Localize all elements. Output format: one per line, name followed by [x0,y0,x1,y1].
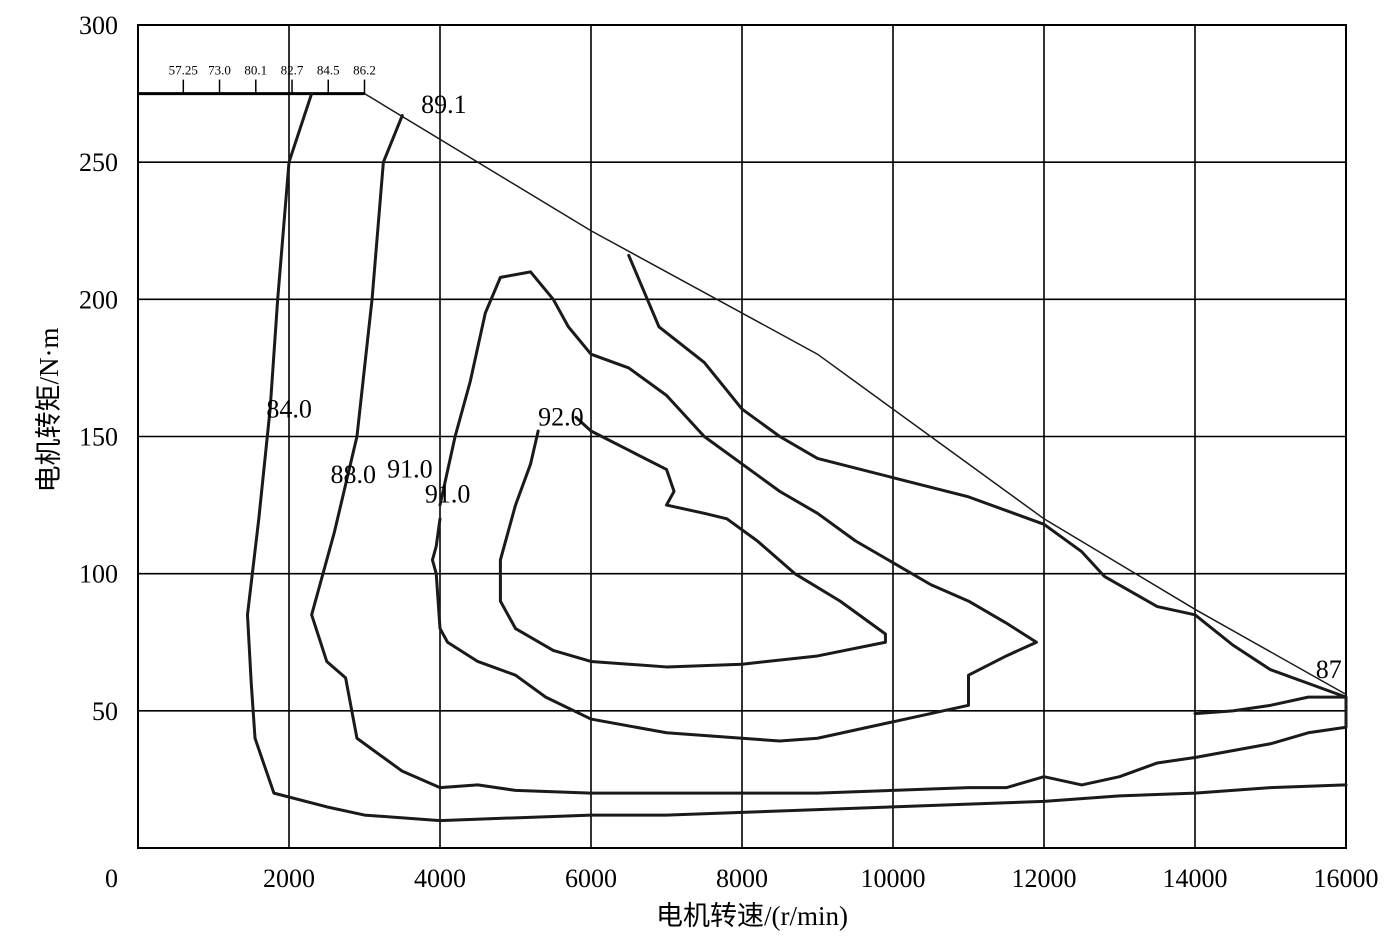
efficiency-scale-bar: 57.25 73.0 80.1 82.7 84.5 86.2 [138,63,376,96]
contour-value-label: 91.0 [387,455,433,484]
scale-value-label: 82.7 [281,63,304,78]
plot-frame [137,24,1347,849]
efficiency-contour-line [430,270,1038,743]
scale-value-label: 57.25 [169,63,198,78]
efficiency-contour-line [627,253,1348,716]
y-tick-label: 250 [79,148,118,177]
x-tick-label: 4000 [414,864,466,893]
scale-value-label: 80.1 [244,63,267,78]
contour-value-label: 87 [1316,655,1342,684]
x-tick-label: 12000 [1012,864,1077,893]
contour-value-label: 89.1 [421,90,467,119]
torque-envelope-line [364,92,1347,696]
y-axis-title: 电机转矩/N·m [34,328,64,493]
efficiency-contour-line [498,415,887,669]
axis-tick-labels: 0 2000 4000 6000 8000 10000 12000 14000 16000 300… [79,11,1379,893]
contour-labels: 84.0 88.0 91.091.0 92.0 87 89.1 [266,90,1341,684]
scale-value-label: 84.5 [317,63,340,78]
y-tick-label: 50 [92,697,118,726]
efficiency-contour-line [245,92,1348,823]
efficiency-contours [245,92,1348,823]
contour-value-label: 84.0 [266,394,312,423]
efficiency-contour-line [310,114,1348,795]
contour-value-label: 92.0 [538,403,584,432]
x-tick-label: 16000 [1314,864,1379,893]
grid-lines [138,25,1346,848]
x-tick-label: 10000 [861,864,926,893]
y-tick-label: 300 [79,11,118,40]
y-tick-label: 200 [79,285,118,314]
x-tick-label: 2000 [263,864,315,893]
y-tick-label: 150 [79,423,118,452]
scale-value-label: 86.2 [353,63,376,78]
y-tick-label: 100 [79,560,118,589]
contour-value-label: 91.0 [425,479,471,508]
x-tick-label: 6000 [565,864,617,893]
x-axis-title: 电机转速/(r/min) [656,901,848,931]
scale-value-label: 73.0 [208,63,231,78]
x-tick-label: 14000 [1163,864,1228,893]
x-tick-label: 0 [105,864,118,893]
contour-value-label: 88.0 [331,460,377,489]
x-tick-label: 8000 [716,864,768,893]
